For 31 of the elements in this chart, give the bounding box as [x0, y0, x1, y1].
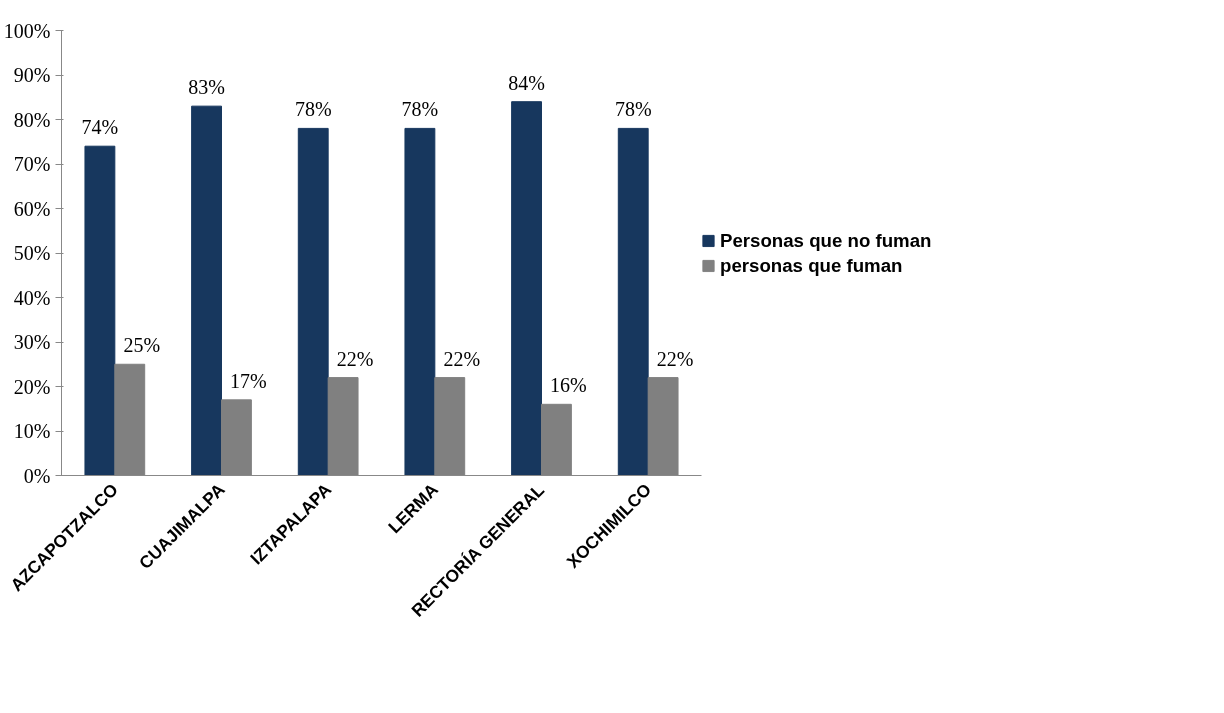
- y-tick-label: 50%: [13, 242, 51, 264]
- data-label: 17%: [230, 369, 267, 392]
- data-label: 22%: [336, 347, 374, 370]
- y-tick-label: 80%: [13, 108, 51, 131]
- y-tick-label: 10%: [13, 420, 51, 442]
- data-label: 22%: [656, 347, 694, 370]
- y-tick-label: 70%: [13, 153, 51, 175]
- y-tick-label: 30%: [13, 331, 51, 353]
- bar: [297, 127, 329, 476]
- y-tick-label: 100%: [3, 19, 51, 42]
- legend-label: personas que fuman: [720, 254, 903, 276]
- data-label: 83%: [188, 76, 225, 99]
- bar: [404, 127, 436, 476]
- bar: [511, 101, 542, 476]
- data-label: 78%: [294, 98, 332, 121]
- y-tick-label: 60%: [13, 197, 51, 220]
- data-label: 74%: [81, 116, 119, 139]
- y-tick-label: 20%: [13, 375, 51, 398]
- data-label: 78%: [614, 98, 652, 121]
- y-tick-label: 90%: [13, 64, 51, 86]
- bar: [617, 127, 649, 476]
- data-label: 22%: [443, 347, 481, 370]
- bar: [191, 105, 222, 476]
- data-label: 84%: [508, 71, 545, 94]
- data-label: 78%: [401, 98, 439, 121]
- y-tick-label: 40%: [13, 286, 51, 309]
- y-tick-label: 0%: [23, 464, 51, 487]
- data-label: 25%: [123, 334, 161, 357]
- bar: [84, 145, 116, 476]
- data-label: 16%: [550, 374, 587, 397]
- legend-label: Personas que no fuman: [720, 229, 932, 251]
